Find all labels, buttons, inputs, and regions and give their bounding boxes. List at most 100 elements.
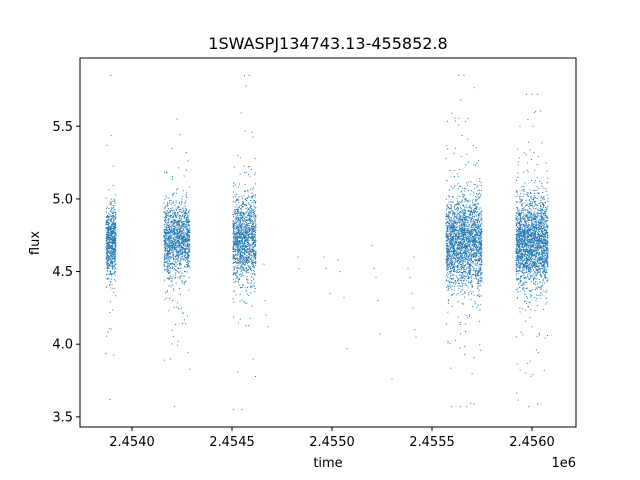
data-point <box>243 165 245 167</box>
data-point <box>464 209 466 211</box>
data-point <box>179 208 181 210</box>
data-point <box>246 255 248 257</box>
data-point <box>164 237 166 239</box>
data-point <box>167 205 169 207</box>
data-point <box>106 223 108 225</box>
data-point <box>453 217 455 219</box>
data-point <box>172 251 174 253</box>
data-point <box>457 215 459 217</box>
data-point <box>178 223 180 225</box>
data-point <box>111 273 113 275</box>
data-point <box>168 245 170 247</box>
data-point <box>450 281 452 283</box>
data-point <box>178 254 180 256</box>
data-point <box>111 222 113 224</box>
data-point <box>245 198 247 200</box>
data-point <box>450 221 452 223</box>
data-point <box>241 204 243 206</box>
data-point <box>473 247 475 249</box>
data-point <box>167 244 169 246</box>
data-point <box>175 216 177 218</box>
data-point <box>251 263 253 265</box>
data-point <box>451 239 453 241</box>
data-point <box>170 257 172 259</box>
data-point <box>241 248 243 250</box>
data-point <box>164 258 166 260</box>
data-point <box>447 227 449 229</box>
data-point <box>253 252 255 254</box>
data-point <box>108 243 110 245</box>
data-point <box>253 223 255 225</box>
data-point <box>233 262 235 264</box>
data-point <box>474 257 476 259</box>
data-point <box>462 284 464 286</box>
data-point <box>172 228 174 230</box>
data-point <box>478 265 480 267</box>
data-point <box>250 213 252 215</box>
data-point <box>465 323 467 325</box>
data-point <box>181 238 183 240</box>
data-point <box>176 221 178 223</box>
data-point <box>180 260 182 262</box>
data-point <box>108 248 110 250</box>
data-point <box>475 244 477 246</box>
data-point <box>453 246 455 248</box>
data-point <box>250 267 252 269</box>
data-point <box>251 250 253 252</box>
data-point <box>234 239 236 241</box>
data-point <box>473 228 475 230</box>
data-point <box>243 244 245 246</box>
data-point <box>111 284 113 286</box>
data-point <box>236 215 238 217</box>
data-point <box>454 203 456 205</box>
data-point <box>252 266 254 268</box>
data-point <box>246 262 248 264</box>
data-point <box>170 236 172 238</box>
data-point <box>175 272 177 274</box>
data-point <box>480 184 482 186</box>
data-point <box>253 243 255 245</box>
data-point <box>446 227 448 229</box>
data-point <box>173 264 175 266</box>
data-point <box>109 214 111 216</box>
data-point <box>179 244 181 246</box>
data-point <box>456 232 458 234</box>
data-point <box>113 198 115 200</box>
data-point <box>184 250 186 252</box>
data-point <box>248 202 250 204</box>
data-point <box>185 271 187 273</box>
data-point <box>179 264 181 266</box>
data-point <box>462 261 464 263</box>
data-point <box>170 250 172 252</box>
data-point <box>248 235 250 237</box>
data-point <box>457 293 459 295</box>
data-point <box>455 250 457 252</box>
data-point <box>236 203 238 205</box>
data-point <box>233 231 235 233</box>
data-point <box>167 261 169 263</box>
data-point <box>170 211 172 213</box>
data-point <box>481 242 483 244</box>
data-point <box>237 226 239 228</box>
data-point <box>255 264 257 266</box>
data-point <box>241 223 243 225</box>
data-point <box>445 224 447 226</box>
data-point <box>237 371 239 373</box>
data-point <box>469 254 471 256</box>
data-point <box>255 238 257 240</box>
data-point <box>235 233 237 235</box>
data-point <box>254 253 256 255</box>
data-point <box>171 244 173 246</box>
data-point <box>454 185 456 187</box>
data-point <box>251 273 253 275</box>
data-point <box>177 240 179 242</box>
data-point <box>449 207 451 209</box>
data-point <box>233 281 235 283</box>
data-point <box>445 214 447 216</box>
data-point <box>112 233 114 235</box>
data-point <box>113 272 115 274</box>
data-point <box>462 243 464 245</box>
data-point <box>471 237 473 239</box>
data-point <box>183 207 185 209</box>
data-point <box>465 250 467 252</box>
